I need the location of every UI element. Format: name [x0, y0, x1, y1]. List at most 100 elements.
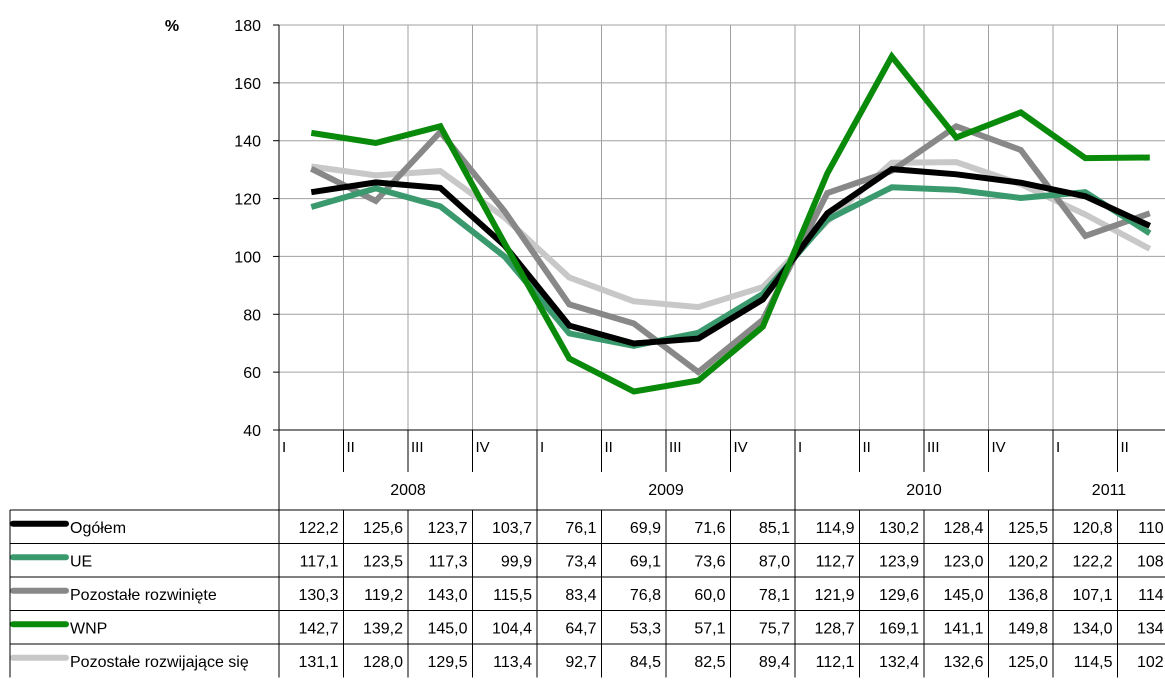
table-cell: 108,0 [1137, 553, 1165, 570]
year-label: 2010 [906, 482, 942, 499]
table-cell: 128,4 [943, 520, 983, 537]
table-cell: 143,0 [427, 587, 467, 604]
y-tick-label: 100 [234, 249, 261, 266]
quarter-label: IV [476, 439, 490, 456]
table-cell: 142,7 [298, 620, 338, 637]
table-cell: 134,2 [1137, 620, 1165, 637]
table-cell: 112,7 [816, 553, 855, 570]
quarter-label: IV [992, 439, 1006, 456]
table-cell: 122,2 [1072, 553, 1112, 570]
data-table: Ogółem 122,2 125,6 123,7 103,7 76,1 69,9 71,6 85… [9, 509, 1165, 678]
table-cell: 117,3 [429, 553, 468, 570]
table-cell: 145,0 [427, 620, 467, 637]
legend-label: UE [70, 553, 92, 570]
table-cell: 75,7 [759, 620, 790, 637]
quarter-label: I [1056, 439, 1060, 456]
year-label: 2011 [1092, 482, 1127, 499]
table-cell: 120,2 [1008, 553, 1048, 570]
table-cell: 114,9 [816, 520, 855, 537]
table-cell: 78,1 [759, 587, 790, 604]
table-cell: 119,2 [364, 587, 403, 604]
series-lines [309, 51, 1152, 395]
table-cell: 114,9 [1138, 587, 1165, 604]
y-tick-label: 60 [243, 365, 261, 382]
table-cell: 89,4 [759, 654, 790, 671]
table-cell: 107,1 [1072, 587, 1112, 604]
table-cell: 130,3 [298, 587, 338, 604]
series-line-1 [310, 184, 1152, 349]
quarter-label: II [347, 439, 355, 456]
table-cell: 73,4 [565, 553, 596, 570]
quarter-label: I [282, 439, 286, 456]
series-line-0 [310, 166, 1152, 347]
year-label: 2009 [648, 482, 684, 499]
table-cell: 92,7 [565, 654, 596, 671]
quarter-label: II [863, 439, 871, 456]
table-cell: 128,7 [814, 620, 854, 637]
table-cell: 113,4 [493, 654, 532, 671]
table-cell: 129,6 [879, 587, 919, 604]
table-cell: 76,1 [565, 520, 596, 537]
table-cell: 73,6 [694, 553, 725, 570]
table-cell: 64,7 [565, 620, 596, 637]
legend-label: Pozostałe rozwinięte [70, 587, 217, 604]
quarter-label: III [927, 439, 940, 456]
y-tick-label: 160 [234, 76, 261, 93]
quarter-label: II [1121, 439, 1129, 456]
table-cell: 123,0 [943, 553, 983, 570]
chart-grid [279, 24, 1165, 431]
table-cell: 128,0 [363, 654, 403, 671]
table-cell: 132,4 [879, 654, 919, 671]
y-tick-label: 80 [243, 307, 261, 324]
table-cell: 57,1 [694, 620, 725, 637]
table-cell: 139,2 [363, 620, 403, 637]
table-cell: 132,6 [943, 654, 983, 671]
quarter-label: I [798, 439, 802, 456]
table-cell: 60,0 [694, 587, 725, 604]
table-cell: 112,1 [816, 654, 855, 671]
table-cell: 84,5 [630, 654, 661, 671]
legend-label: Ogółem [70, 520, 126, 537]
table-cell: 53,3 [630, 620, 661, 637]
table-cell: 120,8 [1072, 520, 1112, 537]
table-cell: 85,1 [759, 520, 790, 537]
table-cell: 110,6 [1138, 520, 1165, 537]
series-line-3 [310, 51, 1150, 395]
table-cell: 125,5 [1008, 520, 1048, 537]
table-cell: 104,4 [492, 620, 532, 637]
table-cell: 145,0 [943, 587, 983, 604]
table-cell: 169,1 [879, 620, 919, 637]
quarter-label: II [605, 439, 613, 456]
table-cell: 131,1 [298, 654, 338, 671]
table-cell: 102,6 [1137, 654, 1165, 671]
y-tick-label: 180 [234, 18, 261, 35]
table-cell: 69,9 [630, 520, 661, 537]
table-cell: 83,4 [565, 587, 596, 604]
table-cell: 115,5 [493, 587, 532, 604]
table-cell: 87,0 [759, 553, 790, 570]
table-cell: 82,5 [694, 654, 725, 671]
table-cell: 141,1 [943, 620, 983, 637]
table-cell: 123,5 [363, 553, 403, 570]
y-axis: 40 60 80 100 120 140 160 180 [234, 18, 280, 440]
y-tick-label: 120 [234, 192, 261, 209]
table-cell: 122,2 [298, 520, 338, 537]
table-cell: 123,9 [879, 553, 919, 570]
table-cell: 117,1 [300, 553, 339, 570]
y-tick-label: 140 [234, 134, 261, 151]
y-axis-unit-label: % [165, 18, 179, 35]
table-cell: 125,0 [1008, 654, 1048, 671]
quarter-label: IV [734, 439, 748, 456]
table-cell: 121,9 [814, 587, 854, 604]
table-cell: 69,1 [630, 553, 661, 570]
year-label: 2008 [390, 482, 426, 499]
table-cell: 103,7 [492, 520, 532, 537]
table-cell: 136,8 [1008, 587, 1048, 604]
table-cell: 129,5 [427, 654, 467, 671]
table-cell: 134,0 [1072, 620, 1112, 637]
quarter-label: I [540, 439, 544, 456]
quarter-label: III [669, 439, 682, 456]
table-cell: 123,7 [427, 520, 467, 537]
